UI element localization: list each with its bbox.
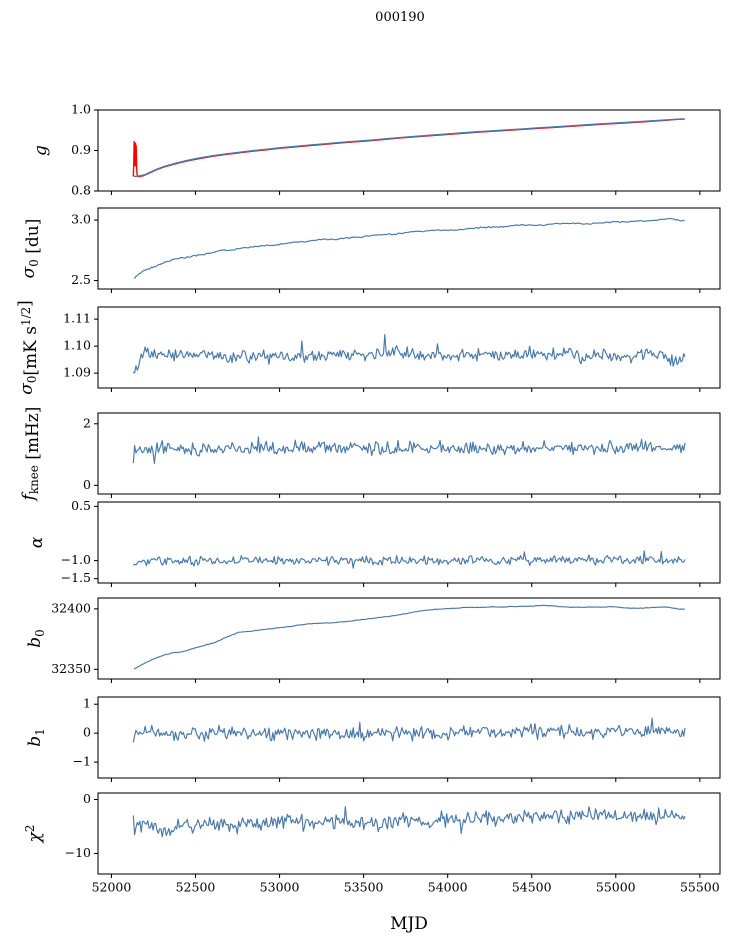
data-layer-sigma0_mK [132, 334, 686, 374]
y-tick-label-b1-0: −1 [73, 754, 91, 769]
y-tick-label-b1-1: 0 [83, 725, 91, 740]
y-axis-label-sigma0_du: σ0 [du] [19, 219, 43, 279]
panel-frame-chi2 [97, 792, 721, 875]
y-tick-label-sigma0_du-0: 2.5 [71, 272, 91, 287]
x-tick-label-6: 55000 [596, 880, 636, 895]
y-tick-label-gain-2: 1.0 [71, 102, 91, 117]
y-tick-label-b1-2: 1 [83, 696, 91, 711]
series-sigma0-mK [132, 334, 686, 374]
panel-frame-sigma0_mK [97, 306, 721, 389]
y-axis-label-sigma0_mK: σ0[mK s1/2] [15, 300, 41, 395]
panel-sigma0_mK: 1.09 1.10 1.11 σ0[mK s1/2] [15, 300, 721, 395]
data-layer-sigma0_du [133, 217, 685, 279]
x-tick-label-7: 55500 [680, 880, 720, 895]
y-tick-label-alpha-0: −1.5 [61, 570, 91, 585]
y-tick-label-sigma0_mK-0: 1.09 [63, 365, 91, 380]
figure-title: 000190 [375, 10, 425, 25]
panel-frame-b0 [97, 597, 721, 680]
series-chi2 [132, 806, 686, 838]
y-axis-label-chi2: χ2 [23, 825, 45, 844]
data-layer-fknee [132, 436, 686, 465]
data-layer-gain [132, 118, 685, 178]
y-tick-label-alpha-1: −1.0 [61, 552, 91, 567]
series-b1 [132, 717, 686, 743]
y-tick-label-gain-1: 0.9 [71, 142, 91, 157]
y-tick-label-b0-1: 32400 [51, 600, 91, 615]
panel-frame-alpha [97, 501, 721, 584]
series-fknee [132, 436, 686, 465]
panel-fknee: 0 2 fknee [mHz] [19, 407, 721, 503]
panel-gain: 0.8 0.9 1.0 g [31, 102, 721, 198]
y-axis-label-gain: g [31, 145, 51, 156]
y-axis-label-fknee: fknee [mHz] [19, 407, 43, 503]
x-tick-label-2: 53000 [260, 880, 300, 895]
y-tick-label-fknee-0: 0 [83, 477, 91, 492]
x-tick-label-4: 54000 [428, 880, 468, 895]
y-tick-label-gain-0: 0.8 [71, 183, 91, 198]
panel-alpha: −1.5 −1.0 0.5 α [27, 498, 721, 587]
panel-sigma0_du: 2.5 3.0 σ0 [du] [19, 207, 721, 293]
y-tick-label-chi2-0: −10 [65, 845, 91, 860]
y-axis-label-alpha: α [27, 536, 47, 548]
panel-chi2: −10 0 52000 52500 53000 53500 54000 54500 55000 5… [23, 791, 721, 895]
series-b0 [133, 604, 685, 670]
panel-b1: −1 0 1 b1 [25, 696, 721, 782]
data-layer-b0 [133, 604, 685, 670]
y-tick-label-sigma0_mK-1: 1.10 [63, 338, 91, 353]
y-axis-label-b0: b0 [25, 629, 47, 647]
y-tick-label-fknee-1: 2 [83, 415, 91, 430]
panel-frame-b1 [97, 696, 721, 779]
series-alpha [132, 550, 686, 569]
y-tick-label-chi2-1: 0 [83, 791, 91, 806]
series-gain-blue [133, 118, 685, 178]
panel-group: 0.8 0.9 1.0 g 2.5 3.0 σ0 [du] 1.09 1.10 1.11 σ0[mK… [15, 102, 721, 895]
y-axis-label-b1: b1 [25, 728, 47, 746]
x-tick-label-0: 52000 [92, 880, 132, 895]
panel-frame-fknee [97, 412, 721, 495]
panel-b0: 32350 32400 b0 [25, 597, 721, 683]
panel-frame-sigma0_du [97, 207, 721, 290]
data-layer-b1 [132, 717, 686, 743]
y-tick-label-sigma0_mK-2: 1.11 [63, 311, 91, 326]
x-axis-label: MJD [390, 914, 428, 934]
x-tick-label-1: 52500 [176, 880, 216, 895]
y-tick-label-sigma0_du-1: 3.0 [71, 212, 91, 227]
y-tick-label-b0-0: 32350 [51, 661, 91, 676]
x-tick-label-3: 53500 [344, 880, 384, 895]
x-tick-label-5: 54500 [512, 880, 552, 895]
y-tick-label-alpha-2: 0.5 [71, 498, 91, 513]
data-layer-chi2 [132, 806, 686, 838]
data-layer-alpha [132, 550, 686, 569]
series-sigma0-du [133, 217, 685, 279]
